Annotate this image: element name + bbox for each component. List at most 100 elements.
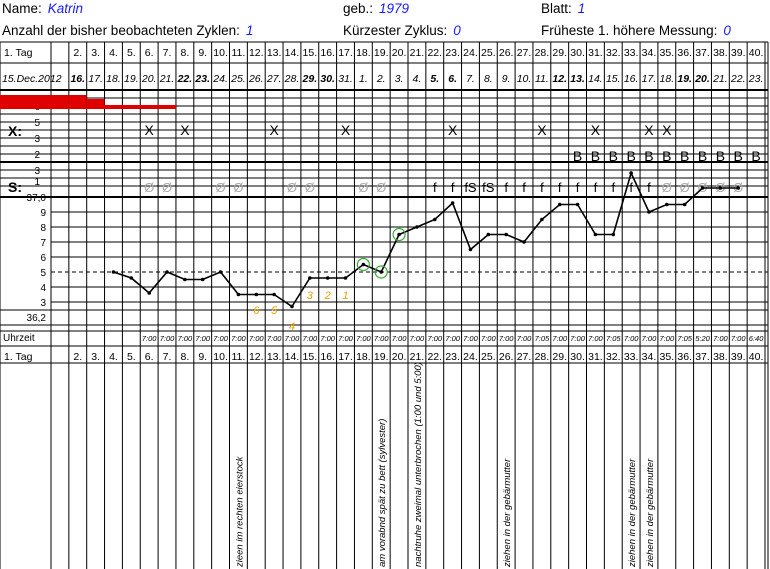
- date-label: 21.: [712, 73, 728, 85]
- temperature-point: [147, 291, 151, 295]
- date-label: 20.: [141, 73, 157, 85]
- day-number: 4.: [109, 47, 118, 59]
- day-number: 16.: [320, 47, 335, 59]
- temperature-point: [343, 276, 348, 280]
- time-value: 7:00: [338, 334, 353, 343]
- day-number-bottom: 11.: [232, 351, 246, 363]
- mucus-mark: Ø: [376, 180, 386, 195]
- day-number-bottom: 16.: [320, 351, 335, 363]
- temperature-point: [700, 186, 705, 190]
- bleeding-bar: [158, 105, 176, 109]
- day-number-bottom: 34.: [642, 351, 657, 363]
- day-number: 17.: [338, 47, 353, 59]
- cycles-field: Anzahl der bisher beobachteten Zyklen: 1: [2, 23, 253, 38]
- day-number-bottom: 6.: [145, 351, 154, 363]
- temperature-point: [308, 276, 312, 280]
- x-mark: X: [341, 122, 351, 138]
- day-number-bottom: 32.: [606, 351, 621, 363]
- date-label: 1.: [359, 73, 368, 85]
- day-header-label-bottom: 1. Tag: [4, 351, 33, 363]
- b-mark: B: [644, 148, 653, 164]
- day-number: 28.: [535, 47, 550, 59]
- time-row-label: Uhrzeit: [3, 333, 35, 344]
- name-value: Katrin: [47, 1, 84, 16]
- b-mark: B: [716, 148, 725, 164]
- temperature-point: [647, 210, 651, 214]
- day-number-bottom: 8.: [180, 351, 189, 363]
- name-field: Name: Katrin: [2, 1, 83, 16]
- time-value: 7:00: [303, 334, 318, 343]
- day-number: 26.: [499, 47, 514, 59]
- day-number: 12.: [249, 47, 264, 59]
- day-number: 10.: [213, 47, 228, 59]
- sheet-label: Blatt:: [541, 1, 572, 16]
- date-label: 25.: [230, 73, 246, 85]
- time-value: 7:00: [624, 334, 639, 343]
- temperature-point: [611, 232, 616, 237]
- day-number-bottom: 30.: [570, 351, 585, 363]
- b-mark: B: [609, 148, 618, 164]
- time-value: 7:00: [481, 334, 496, 343]
- date-label: 22.: [730, 73, 746, 85]
- day-number: 30.: [570, 47, 585, 59]
- day-number-bottom: 17.: [338, 351, 353, 363]
- time-value: 7:00: [499, 334, 514, 343]
- mucus-mark: Ø: [662, 180, 672, 195]
- date-label: 11.: [535, 73, 549, 85]
- date-label: 27.: [266, 73, 282, 85]
- mucus-mark: f: [647, 180, 651, 195]
- mucus-mark: f: [576, 180, 580, 195]
- count-label: 5: [271, 305, 278, 317]
- date-label: 15.Dec.2012: [2, 73, 62, 85]
- day-number: 37.: [695, 47, 710, 59]
- date-label: 7.: [466, 73, 475, 85]
- date-label: 20.: [694, 73, 710, 85]
- day-number: 20.: [392, 47, 407, 59]
- bleeding-bar: [104, 105, 123, 109]
- day-number: 29.: [552, 47, 567, 59]
- mucus-mark: f: [433, 180, 437, 195]
- date-label: 16.: [624, 73, 639, 85]
- temperature-circle-mark: [374, 265, 388, 279]
- temperature-point: [379, 270, 384, 274]
- mucus-mark: f: [451, 180, 455, 195]
- time-value: 7:00: [517, 334, 532, 343]
- time-value: 5:20: [695, 334, 710, 343]
- count-label: 4: [289, 321, 295, 333]
- earliest-measure-value: 0: [723, 23, 731, 38]
- mucus-mark: Ø: [162, 180, 172, 195]
- time-value: 7:00: [213, 334, 228, 343]
- day-number-bottom: 28.: [535, 351, 550, 363]
- birth-field: geb.: 1979: [343, 1, 409, 16]
- temperature-point: [575, 202, 580, 207]
- time-value: 7:00: [195, 334, 210, 343]
- date-label: 18.: [660, 73, 675, 85]
- temperature-point: [665, 202, 669, 207]
- day-number-bottom: 37.: [695, 351, 710, 363]
- time-value: 7:00: [142, 334, 157, 343]
- mucus-mark: Ø: [305, 180, 315, 195]
- temperature-point: [450, 201, 455, 205]
- day-number-bottom: 10.: [213, 351, 228, 363]
- time-value: 7:00: [392, 334, 407, 343]
- time-value: 7:00: [356, 334, 371, 343]
- temperature-point: [504, 232, 508, 237]
- note-text: ziehen in der gebärmutter: [627, 458, 638, 568]
- day-header-label: 1. Tag: [4, 47, 33, 59]
- time-value: 7:05: [606, 334, 621, 343]
- day-number-bottom: 18.: [356, 351, 371, 363]
- temperature-point: [361, 262, 366, 267]
- time-value: 7:00: [178, 334, 193, 343]
- x-mark: X: [269, 122, 279, 138]
- day-number-bottom: 31.: [588, 351, 603, 363]
- date-label: 23.: [194, 73, 210, 85]
- temp-tick-label: 6: [40, 253, 46, 264]
- date-label: 19.: [124, 73, 139, 85]
- day-number-bottom: 25.: [481, 351, 496, 363]
- note-text: ziehen in der gebärmutter: [502, 458, 513, 568]
- time-value: 7:00: [410, 334, 425, 343]
- count-label: 6: [253, 305, 260, 317]
- day-number-bottom: 14.: [285, 351, 300, 363]
- day-number-bottom: 7.: [163, 351, 172, 363]
- day-number-bottom: 12.: [249, 351, 264, 363]
